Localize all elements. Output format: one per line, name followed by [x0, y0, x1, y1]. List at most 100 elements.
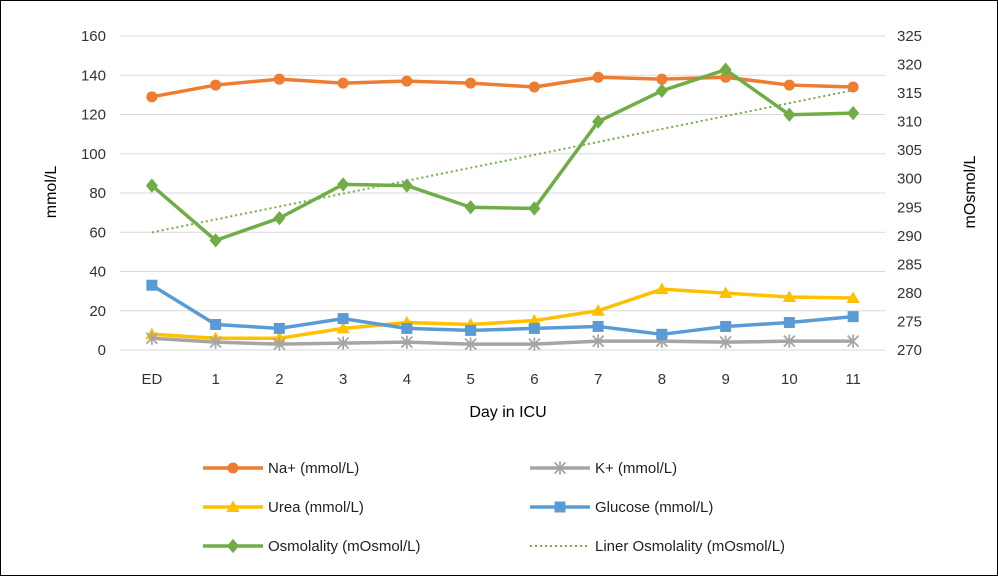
data-point: [783, 79, 795, 91]
series-line: [150, 283, 854, 337]
right-tick-label: 290: [897, 228, 922, 245]
data-point: [273, 210, 286, 226]
data-point: [273, 337, 286, 351]
series-line: [151, 89, 854, 234]
data-point: [273, 322, 285, 334]
data-point: [145, 178, 158, 193]
data-point: [592, 320, 604, 332]
data-point: [336, 336, 350, 350]
data-point: [145, 331, 159, 345]
x-tick-label: 8: [658, 371, 666, 388]
left-tick-label: 20: [89, 303, 106, 320]
data-point: [336, 321, 350, 334]
data-point: [210, 79, 222, 91]
x-tick-label: 2: [275, 371, 283, 388]
data-point: [337, 313, 349, 325]
right-tick-label: 280: [897, 285, 922, 302]
data-point: [401, 75, 413, 87]
data-point: [655, 282, 669, 295]
x-tick-label: 5: [466, 371, 474, 388]
series-line: [150, 67, 854, 243]
data-point: [401, 322, 413, 334]
series-k: [145, 331, 860, 351]
data-point: [591, 304, 605, 316]
left-axis-ticks: 0 20 40 60 80 100 120 140 160: [81, 28, 106, 359]
data-point: [783, 334, 796, 348]
data-point: [528, 337, 541, 351]
data-point: [783, 317, 795, 329]
plot-series: [145, 62, 860, 351]
legend-label: K+ (mmol/L): [595, 460, 677, 477]
legend-item: Liner Osmolality (mOsmol/L): [530, 538, 785, 555]
left-tick-label: 160: [81, 28, 106, 45]
right-tick-label: 295: [897, 199, 922, 216]
data-point: [209, 233, 222, 248]
data-point: [528, 201, 541, 216]
data-point: [719, 62, 732, 77]
data-point: [656, 73, 668, 85]
data-point: [210, 318, 222, 330]
x-axis-title: Day in ICU: [469, 404, 546, 421]
data-point: [720, 320, 732, 332]
data-point: [464, 337, 477, 351]
data-point: [783, 107, 796, 122]
data-point: [591, 334, 605, 348]
right-tick-label: 285: [897, 256, 922, 273]
data-point: [146, 91, 158, 103]
data-point: [720, 71, 732, 83]
data-point: [847, 81, 859, 93]
data-point: [226, 500, 240, 512]
data-point: [465, 324, 477, 336]
data-point: [400, 178, 413, 193]
data-point: [337, 77, 349, 89]
legend-item: Urea (mmol/L): [203, 499, 364, 516]
right-tick-label: 305: [897, 142, 922, 159]
left-tick-label: 120: [81, 107, 106, 124]
y-axis-title: mmol/L: [43, 166, 60, 219]
legend-label: Glucose (mmol/L): [595, 499, 713, 516]
left-tick-label: 140: [81, 67, 106, 84]
x-axis-ticks: ED 1 2 3 4 5 6 7 8 9 10 11: [141, 371, 860, 388]
data-point: [273, 73, 285, 85]
right-axis-ticks: 270 275 280 285 290 295 300 305 310 315 320 325: [897, 28, 922, 359]
series-liner: [151, 89, 854, 234]
x-tick-label: 7: [594, 371, 602, 388]
data-point: [400, 335, 414, 349]
x-tick-label: 1: [211, 371, 219, 388]
series-osmolality: [145, 62, 860, 248]
data-point: [719, 286, 733, 299]
data-point: [592, 71, 604, 83]
data-point: [209, 335, 222, 349]
legend-item: Osmolality (mOsmol/L): [203, 538, 421, 555]
data-point: [464, 200, 477, 215]
right-tick-label: 275: [897, 313, 922, 330]
x-tick-label: 10: [781, 371, 798, 388]
x-tick-label: 3: [339, 371, 347, 388]
left-tick-label: 40: [89, 264, 106, 281]
data-point: [528, 322, 540, 334]
y2-axis-title: mOsmol/L: [962, 155, 979, 228]
data-point: [846, 334, 860, 348]
data-point: [554, 501, 566, 513]
series-glucose: [146, 279, 859, 340]
x-tick-label: 11: [845, 371, 861, 388]
data-point: [337, 177, 350, 192]
legend: Na+ (mmol/L) K+ (mmol/L) Urea (mmol/L) Gluc…: [203, 460, 785, 555]
x-tick-label: 9: [721, 371, 729, 388]
legend-item: Na+ (mmol/L): [203, 460, 359, 477]
right-tick-label: 310: [897, 114, 922, 131]
legend-label: Liner Osmolality (mOsmol/L): [595, 538, 785, 555]
data-point: [528, 81, 540, 93]
data-point: [527, 313, 541, 326]
x-tick-label: 6: [530, 371, 538, 388]
data-point: [655, 83, 668, 98]
series-urea: [145, 282, 860, 344]
left-tick-label: 60: [89, 224, 106, 241]
legend-item: K+ (mmol/L): [530, 460, 677, 477]
right-tick-label: 315: [897, 85, 922, 102]
right-tick-label: 270: [897, 342, 922, 359]
gridlines: [120, 35, 885, 312]
data-point: [782, 290, 796, 302]
